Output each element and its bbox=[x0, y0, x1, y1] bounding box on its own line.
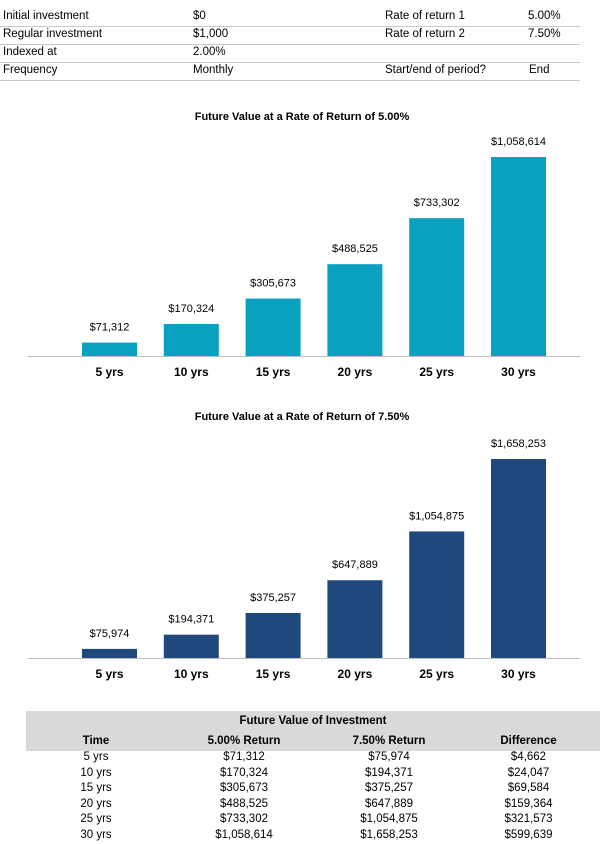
data-label: $71,312 bbox=[90, 322, 130, 334]
bar-chart-1: Future Value at a Rate of Return of 5.00… bbox=[28, 111, 580, 379]
data-label: $170,324 bbox=[168, 303, 214, 315]
table-body: 5 yrs $71,312 $75,974 $4,662 10 yrs $170,324 $… bbox=[26, 751, 600, 844]
category-label: 5 yrs bbox=[95, 667, 123, 681]
table-cell: 20 yrs bbox=[80, 797, 112, 810]
category-label: 25 yrs bbox=[419, 365, 454, 379]
data-label: $75,974 bbox=[90, 628, 130, 640]
data-label: $733,302 bbox=[414, 197, 460, 209]
table-row: 25 yrs $733,302 $1,054,875 $321,573 bbox=[26, 813, 600, 829]
table-cell: $75,974 bbox=[368, 751, 410, 763]
param-value: 5.00% bbox=[528, 10, 561, 22]
bar bbox=[245, 298, 301, 356]
table-row: 15 yrs $305,673 $375,257 $69,584 bbox=[26, 782, 600, 798]
param-label: Indexed at bbox=[3, 46, 57, 58]
param-row-regular: Regular investment $1,000 Rate of return… bbox=[0, 26, 580, 45]
bar bbox=[491, 459, 546, 658]
table-cell: 25 yrs bbox=[80, 813, 112, 825]
table-cell: $733,302 bbox=[220, 813, 268, 825]
table-cell: $1,658,253 bbox=[360, 828, 418, 841]
table-cell: $488,525 bbox=[220, 797, 268, 810]
bar bbox=[491, 157, 546, 356]
param-label: Initial investment bbox=[3, 10, 89, 22]
param-label: Rate of return 1 bbox=[385, 10, 465, 22]
category-label: 25 yrs bbox=[419, 667, 454, 681]
param-row-frequency: Frequency Monthly Start/end of period? E… bbox=[0, 62, 580, 81]
table-row: 20 yrs $488,525 $647,889 $159,364 bbox=[26, 798, 600, 814]
bar bbox=[163, 323, 219, 356]
table-cell: $321,573 bbox=[504, 813, 553, 825]
table-row: 10 yrs $170,324 $194,371 $24,047 bbox=[26, 767, 600, 783]
category-label: 5 yrs bbox=[95, 365, 123, 379]
param-value: $0 bbox=[193, 10, 206, 22]
parameters-panel: Initial investment $0 Rate of return 1 5… bbox=[0, 8, 580, 81]
table-cell: $159,364 bbox=[504, 797, 553, 810]
bar bbox=[82, 648, 137, 658]
category-label: 30 yrs bbox=[501, 667, 536, 681]
table-cell: $1,054,875 bbox=[360, 813, 418, 825]
param-label: Regular investment bbox=[3, 28, 103, 40]
chart-title: Future Value at a Rate of Return of 7.50… bbox=[195, 411, 410, 423]
data-label: $1,658,253 bbox=[491, 438, 546, 450]
table-cell: $71,312 bbox=[223, 751, 265, 763]
bar bbox=[82, 342, 137, 356]
chart-title: Future Value at a Rate of Return of 5.00… bbox=[195, 111, 410, 123]
column-header: 7.50% Return bbox=[352, 735, 426, 747]
table-row: 30 yrs $1,058,614 $1,658,253 $599,639 bbox=[26, 829, 600, 844]
param-value: End bbox=[529, 64, 550, 76]
param-row-initial: Initial investment $0 Rate of return 1 5… bbox=[0, 8, 580, 27]
category-label: 30 yrs bbox=[501, 365, 536, 379]
data-label: $1,058,614 bbox=[491, 136, 546, 148]
param-value: Monthly bbox=[193, 64, 234, 76]
bar bbox=[327, 580, 383, 658]
table-cell: 15 yrs bbox=[80, 782, 112, 794]
column-header: 5.00% Return bbox=[207, 735, 281, 747]
chart-return-2: Future Value at a Rate of Return of 7.50… bbox=[0, 400, 605, 690]
category-label: 10 yrs bbox=[174, 667, 209, 681]
data-label: $305,673 bbox=[250, 278, 296, 290]
param-value: $1,000 bbox=[193, 28, 229, 40]
table-cell: $24,047 bbox=[507, 766, 550, 779]
table-cell: $305,673 bbox=[220, 782, 268, 794]
table-cell: 5 yrs bbox=[83, 751, 109, 763]
table-cell: $599,639 bbox=[504, 828, 553, 841]
bar-chart-2: Future Value at a Rate of Return of 7.50… bbox=[28, 411, 580, 681]
table-title: Future Value of Investment bbox=[239, 715, 387, 727]
bar bbox=[409, 531, 465, 658]
column-header: Time bbox=[82, 735, 110, 747]
future-value-table: Future Value of Investment Time 5.00% Re… bbox=[26, 711, 600, 844]
chart-return-1: Future Value at a Rate of Return of 5.00… bbox=[0, 100, 605, 390]
data-label: $647,889 bbox=[332, 559, 378, 571]
category-label: 15 yrs bbox=[256, 667, 291, 681]
table-cell: $170,324 bbox=[220, 766, 268, 779]
category-label: 10 yrs bbox=[174, 365, 209, 379]
table-header: Future Value of Investment Time 5.00% Re… bbox=[26, 711, 600, 751]
param-label: Rate of return 2 bbox=[385, 28, 465, 40]
param-value: 2.00% bbox=[193, 46, 226, 58]
column-header: Difference bbox=[500, 735, 557, 747]
table-cell: $194,371 bbox=[365, 766, 413, 779]
bar bbox=[245, 612, 301, 658]
bar bbox=[409, 218, 465, 356]
table-cell: $4,662 bbox=[510, 751, 547, 763]
category-label: 20 yrs bbox=[338, 667, 373, 681]
data-label: $488,525 bbox=[332, 243, 378, 255]
table-cell: $647,889 bbox=[365, 797, 413, 810]
table-cell: 10 yrs bbox=[80, 766, 112, 779]
category-label: 20 yrs bbox=[338, 365, 373, 379]
category-label: 15 yrs bbox=[256, 365, 291, 379]
data-label: $1,054,875 bbox=[409, 510, 464, 522]
param-label: Frequency bbox=[3, 64, 58, 76]
param-value: 7.50% bbox=[528, 28, 561, 40]
table-cell: $375,257 bbox=[365, 782, 413, 794]
data-label: $194,371 bbox=[168, 614, 214, 626]
bar bbox=[163, 634, 219, 658]
bar bbox=[327, 264, 383, 356]
table-cell: $1,058,614 bbox=[215, 828, 273, 841]
table-row: 5 yrs $71,312 $75,974 $4,662 bbox=[26, 751, 600, 767]
table-cell: $69,584 bbox=[507, 782, 550, 794]
param-row-indexed: Indexed at 2.00% bbox=[0, 44, 580, 63]
param-label: Start/end of period? bbox=[385, 64, 487, 76]
data-label: $375,257 bbox=[250, 592, 296, 604]
table-cell: 30 yrs bbox=[80, 828, 112, 841]
